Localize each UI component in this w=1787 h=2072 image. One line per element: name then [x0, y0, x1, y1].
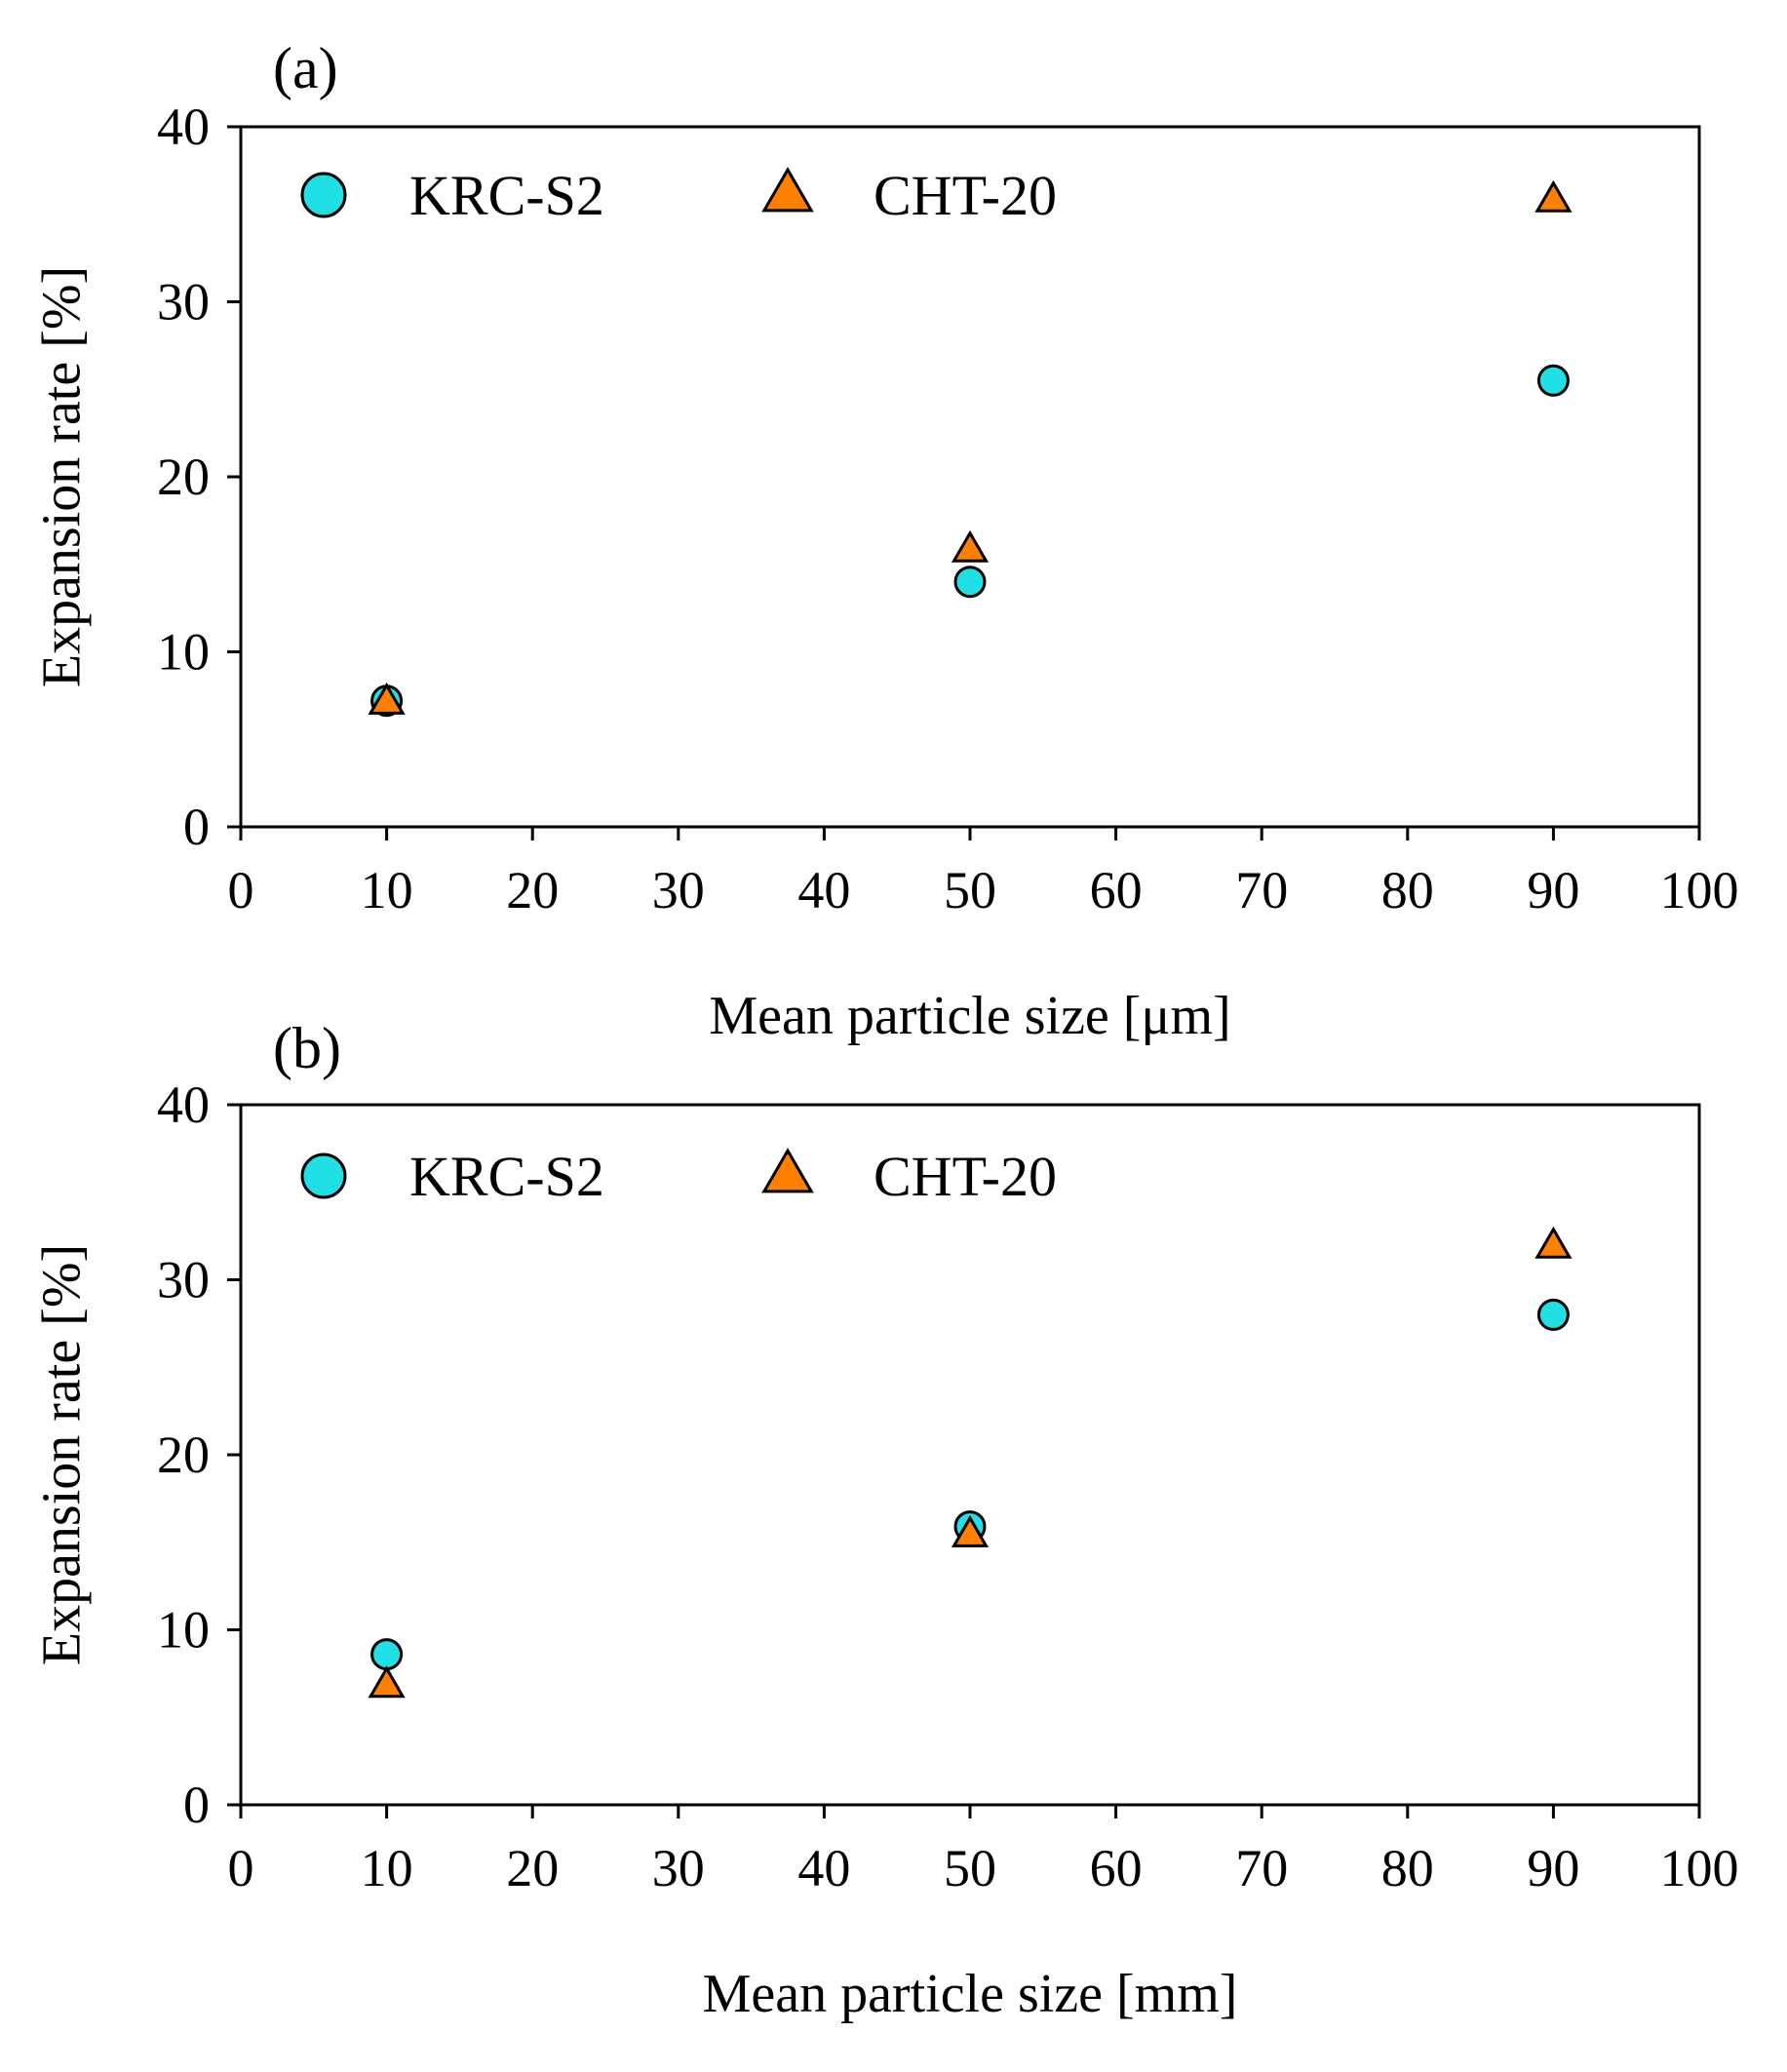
panel-a-y-tick-label: 30: [157, 273, 210, 332]
panel-b-point-krc-s2: [1536, 1298, 1570, 1331]
panel-a-point-cht-20: [368, 682, 406, 715]
panel-b-legend-label: CHT-20: [874, 1145, 1057, 1208]
panel-a: 0 10 20 30 40 50 60 70 80 90 100 0 10 20 30 40 Mean part…: [32, 36, 1739, 1046]
panel-a-y-tick-label: 0: [183, 798, 210, 856]
panel-a-y-tick-label: 10: [157, 623, 210, 682]
panel-b-point-cht-20: [368, 1665, 406, 1699]
panel-b-x-tick-label: 0: [228, 1839, 254, 1897]
panel-b-legend-label: KRC-S2: [409, 1145, 604, 1208]
panel-a-plot-frame: [239, 125, 1701, 829]
panel-a-legend-marker-circle: [300, 172, 347, 218]
panel-a-x-tick-label: 100: [1660, 861, 1739, 919]
panel-a-legend-label: KRC-S2: [409, 164, 604, 227]
panel-b-y-axis-title: Expansion rate [%]: [32, 1244, 93, 1665]
panel-a-x-tick-label: 30: [652, 861, 705, 919]
panel-a-x-tick-label: 60: [1090, 861, 1143, 919]
panel-a-x-tick-label: 80: [1381, 861, 1434, 919]
panel-b-y-tick-label: 20: [157, 1426, 210, 1484]
panel-b-x-tick-label: 40: [797, 1839, 850, 1897]
panel-b-x-tick-label: 10: [361, 1839, 413, 1897]
panel-b-point-krc-s2: [370, 1638, 404, 1671]
panel-a-x-tick-label: 20: [506, 861, 559, 919]
panel-b-x-axis-title: Mean particle size [mm]: [703, 1964, 1238, 2024]
panel-a-y-tick-label: 40: [157, 98, 210, 156]
panel-a-point-krc-s2: [953, 566, 987, 599]
panel-a-label: (a): [273, 36, 338, 100]
panel-a-x-axis-title: Mean particle size [μm]: [709, 986, 1230, 1046]
panel-b-point-cht-20: [1534, 1226, 1573, 1259]
panel-a-x-tick-label: 0: [228, 861, 254, 919]
panel-b-x-tick-label: 90: [1527, 1839, 1579, 1897]
panel-a-point-krc-s2: [1536, 364, 1570, 397]
panel-a-x-tick-label: 10: [361, 861, 413, 919]
panel-a-legend-label: CHT-20: [874, 164, 1057, 227]
panel-b-y-tick-label: 10: [157, 1601, 210, 1660]
panel-b-legend-marker-circle: [300, 1153, 347, 1199]
panel-b-x-tick-label: 70: [1235, 1839, 1288, 1897]
panel-b-x-tick-label: 20: [506, 1839, 559, 1897]
panel-b-x-tick-label: 60: [1090, 1839, 1143, 1897]
panel-b-y-tick-label: 0: [183, 1776, 210, 1834]
panel-a-x-tick-label: 70: [1235, 861, 1288, 919]
panel-a-x-tick-label: 50: [944, 861, 996, 919]
panel-a-x-tick-label: 40: [797, 861, 850, 919]
panel-b-point-cht-20: [951, 1514, 990, 1547]
panel-a-point-cht-20: [951, 529, 990, 563]
panel-b-x-tick-label: 80: [1381, 1839, 1434, 1897]
panel-b-label: (b): [273, 1016, 341, 1080]
panel-a-y-axis-title: Expansion rate [%]: [32, 266, 93, 687]
panel-b-x-tick-label: 50: [944, 1839, 996, 1897]
panel-b-x-tick-label: 30: [652, 1839, 705, 1897]
panel-b-y-tick-label: 30: [157, 1251, 210, 1310]
panel-a-x-tick-label: 90: [1527, 861, 1579, 919]
panel-b: 0 10 20 30 40 50 60 70 80 90 100 0 10 20 30 40 Mean part…: [32, 1016, 1739, 2024]
panel-a-legend-marker-triangle: [761, 167, 814, 213]
panel-b-x-tick-label: 100: [1660, 1839, 1739, 1897]
panel-b-legend-marker-triangle: [761, 1148, 814, 1193]
panel-b-y-tick-label: 40: [157, 1075, 210, 1134]
panel-a-y-tick-label: 20: [157, 448, 210, 506]
panel-b-plot-frame: [239, 1103, 1701, 1807]
panel-a-point-cht-20: [1534, 179, 1573, 213]
